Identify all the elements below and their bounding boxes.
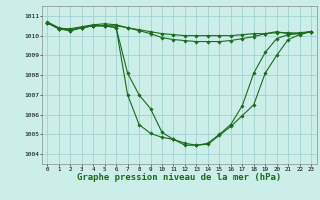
X-axis label: Graphe pression niveau de la mer (hPa): Graphe pression niveau de la mer (hPa) xyxy=(77,173,281,182)
